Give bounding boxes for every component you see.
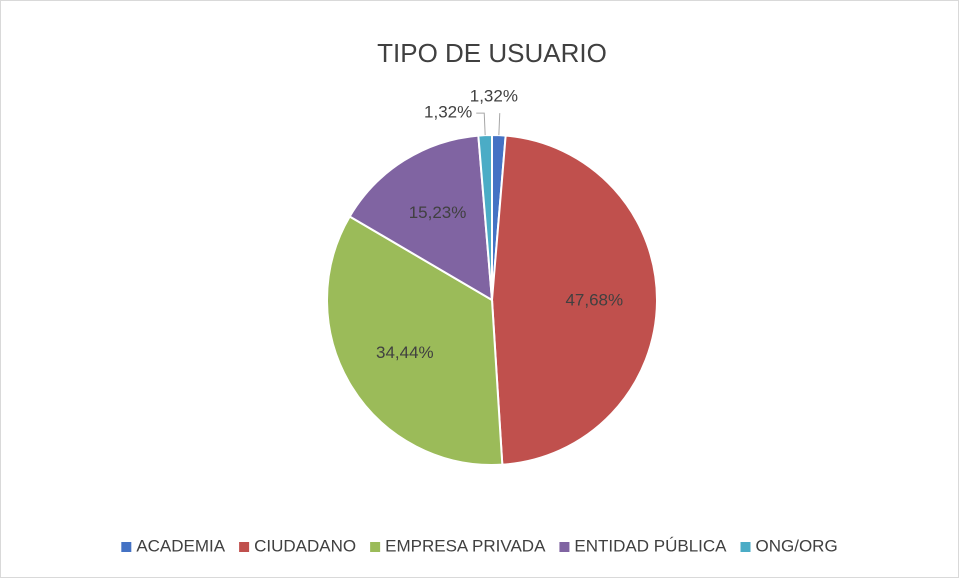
legend-swatch	[559, 542, 570, 552]
chart-title: TIPO DE USUARIO	[377, 38, 607, 68]
leader-line	[476, 112, 486, 136]
legend-swatch	[370, 542, 381, 552]
data-label: 15,23%	[409, 203, 467, 222]
data-label: 1,32%	[470, 87, 518, 106]
legend-label: CIUDADANO	[254, 536, 356, 555]
data-label: 47,68%	[565, 291, 623, 310]
pie: 1,32% 47,68% 34,44% 15,23% 1,32%	[326, 87, 658, 466]
pie-slice	[490, 134, 658, 466]
legend-swatch	[121, 542, 132, 552]
pie-slice	[348, 134, 494, 302]
legend-swatch	[740, 542, 751, 552]
legend-label: ONG/ORG	[756, 536, 838, 555]
data-label: 34,44%	[376, 343, 434, 362]
data-label: 1,32%	[424, 103, 472, 122]
legend: ACADEMIA CIUDADANO EMPRESA PRIVADA ENTIDAD …	[121, 536, 838, 555]
legend-label: ACADEMIA	[136, 536, 225, 555]
pie-slice	[326, 215, 504, 466]
legend-label: EMPRESA PRIVADA	[385, 536, 546, 555]
leader-line	[498, 113, 501, 136]
legend-label: ENTIDAD PÚBLICA	[574, 536, 727, 555]
legend-swatch	[239, 542, 250, 552]
